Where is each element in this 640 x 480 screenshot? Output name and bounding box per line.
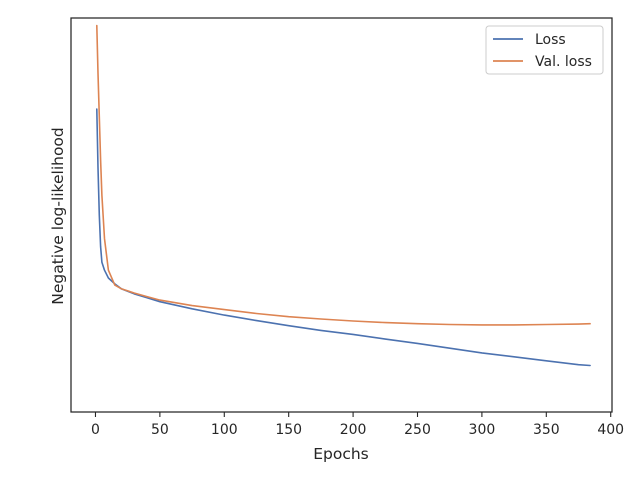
x-axis: 0 50 100 150 200 250 300 350 400	[91, 412, 624, 438]
x-tick-label: 250	[404, 422, 431, 438]
x-tick-label: 100	[211, 422, 238, 438]
legend-label-2: Val. loss	[535, 54, 592, 70]
series-line-1	[96, 108, 591, 367]
x-tick-label: 350	[533, 422, 560, 438]
legend-label-1: Loss	[535, 32, 566, 48]
x-tick-label: 300	[469, 422, 496, 438]
series-line-2	[96, 24, 591, 326]
x-tick-label: 200	[340, 422, 367, 438]
legend-box	[485, 25, 604, 75]
plot-frame	[70, 17, 613, 413]
plot-area	[71, 18, 612, 412]
x-tick-label: 50	[151, 422, 169, 438]
x-tick-label: 0	[91, 422, 100, 438]
x-tick-label: 150	[275, 422, 302, 438]
x-axis-label: Epochs	[313, 445, 369, 463]
x-tick-label: 400	[597, 422, 624, 438]
legend: Loss Val. loss	[485, 25, 604, 75]
series-layer	[96, 24, 591, 367]
y-axis-label: Negative log-likelihood	[49, 127, 67, 305]
